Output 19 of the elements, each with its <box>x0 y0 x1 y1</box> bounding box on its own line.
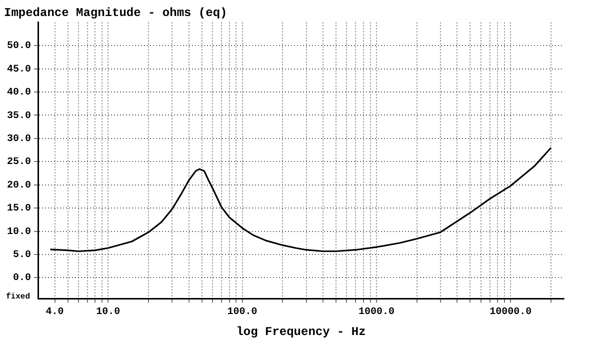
y-tick-label: 0.0 <box>12 273 32 284</box>
x-tick-label: 10000.0 <box>490 307 532 318</box>
y-tick-label: 30.0 <box>6 134 32 145</box>
y-tick-label: 15.0 <box>6 204 32 215</box>
y-tick-label: 45.0 <box>6 64 32 76</box>
x-axis-title: log Frequency - Hz <box>236 324 366 339</box>
x-tick-label: 1000.0 <box>358 307 394 318</box>
x-tick-label: 10.0 <box>96 307 120 318</box>
y-tick-label: 5.0 <box>12 250 32 262</box>
text: fixed <box>6 292 30 302</box>
y-tick-label: 35.0 <box>6 110 32 122</box>
y-tick-label: 50.0 <box>6 41 32 52</box>
chart-title: Impedance Magnitude - ohms (eq) <box>4 6 228 20</box>
y-tick-label: 25.0 <box>6 157 32 168</box>
x-tick-label: 4.0 <box>46 307 64 318</box>
x-tick-label: 100.0 <box>227 307 258 318</box>
y-tick-label: 40.0 <box>6 88 32 99</box>
y-tick-label: 10.0 <box>6 226 32 238</box>
y-tick-label: 20.0 <box>6 180 32 192</box>
